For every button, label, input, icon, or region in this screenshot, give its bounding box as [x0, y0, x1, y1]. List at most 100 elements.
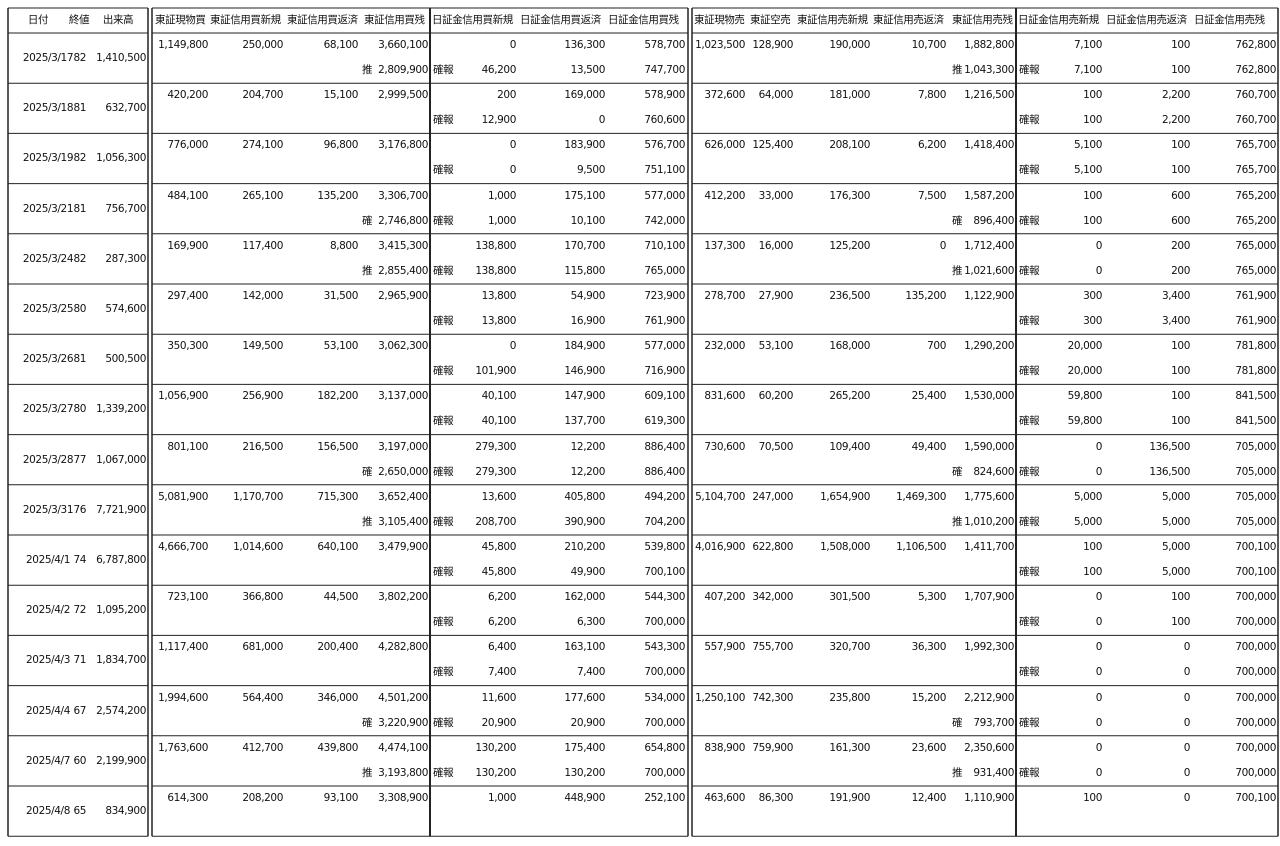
value: 3,220,900: [378, 716, 428, 729]
value: 931,400: [973, 766, 1014, 779]
value: 53,100: [323, 340, 359, 353]
value: 136,300: [564, 39, 605, 51]
note: 確報: [1019, 214, 1040, 227]
value: 136,500: [1149, 440, 1190, 453]
value: 412,700: [242, 741, 283, 754]
value: 841,500: [1235, 390, 1276, 403]
value: 484,100: [167, 189, 208, 202]
value: 6,200: [917, 139, 946, 152]
value: 1,170,700: [233, 490, 283, 503]
note: 確報: [1019, 315, 1040, 327]
note: 確: [952, 214, 963, 227]
column-header: 日証金信用買返済: [520, 14, 601, 26]
value: 0: [1095, 239, 1103, 252]
value: 781,800: [1235, 365, 1276, 378]
value: 705,000: [1235, 490, 1276, 503]
value: 175,100: [564, 189, 605, 202]
volume: 287,300: [105, 252, 146, 265]
value: 6,200: [487, 591, 516, 604]
value: 0: [1183, 641, 1191, 654]
value: 274,100: [242, 139, 283, 152]
value: 5,000: [1161, 490, 1190, 503]
value: 1,994,600: [158, 691, 208, 704]
volume: 7,721,900: [96, 503, 146, 516]
value: 70,500: [758, 440, 794, 453]
close: 81: [73, 102, 86, 115]
volume: 2,199,900: [96, 754, 146, 767]
value: 4,501,200: [378, 691, 428, 704]
value: 761,900: [1235, 290, 1276, 302]
value: 705,000: [1235, 440, 1276, 453]
column-header: 日証金信用買残: [608, 14, 679, 26]
note: 確報: [1019, 465, 1040, 478]
date: 2025/3/31: [22, 503, 74, 516]
value: 1,043,300: [964, 64, 1014, 76]
note: 確報: [433, 616, 454, 629]
value: 162,000: [564, 591, 605, 604]
value: 765,700: [1235, 164, 1276, 177]
note: 確報: [433, 214, 454, 227]
value: 0: [509, 39, 517, 51]
value: 49,400: [911, 440, 947, 453]
value: 1,216,500: [964, 89, 1014, 102]
value: 0: [939, 239, 947, 252]
value: 0: [598, 114, 606, 127]
value: 130,200: [564, 766, 605, 779]
value: 700,100: [1235, 566, 1276, 578]
value: 176,300: [829, 189, 870, 202]
value: 704,200: [644, 515, 685, 528]
value: 7,500: [917, 189, 946, 202]
value: 0: [1183, 741, 1191, 754]
value: 60,200: [758, 390, 794, 403]
value: 163,100: [564, 641, 605, 654]
value: 760,700: [1235, 114, 1276, 127]
value: 210,200: [564, 541, 605, 553]
value: 700,000: [644, 616, 685, 629]
value: 7,400: [487, 666, 516, 679]
value: 600: [1171, 214, 1190, 227]
value: 0: [1183, 792, 1191, 804]
value: 3,400: [1161, 315, 1190, 327]
value: 700,100: [1235, 792, 1276, 804]
volume: 756,700: [105, 202, 146, 215]
value: 135,200: [905, 290, 946, 302]
value: 12,400: [911, 792, 947, 804]
value: 576,700: [644, 139, 685, 152]
value: 755,700: [752, 641, 793, 654]
value: 100: [1171, 591, 1190, 604]
value: 715,300: [317, 490, 358, 503]
date: 2025/4/4: [26, 704, 70, 717]
value: 200: [1171, 239, 1190, 252]
value: 27,900: [758, 290, 794, 302]
value: 100: [1083, 541, 1102, 553]
value: 20,000: [1067, 365, 1103, 378]
value: 614,300: [167, 792, 208, 804]
note: 確報: [1019, 666, 1040, 679]
value: 700,000: [644, 766, 685, 779]
value: 7,400: [576, 666, 605, 679]
volume: 500,500: [105, 353, 146, 366]
value: 622,800: [752, 541, 793, 553]
value: 544,300: [644, 591, 685, 604]
value: 12,200: [570, 465, 606, 478]
value: 2,650,000: [378, 465, 428, 478]
value: 45,800: [481, 541, 517, 553]
value: 700,000: [1235, 641, 1276, 654]
value: 137,300: [704, 239, 745, 252]
date: 2025/3/18: [22, 102, 74, 115]
value: 1,110,900: [964, 792, 1014, 804]
column-header: 東証信用売新規: [797, 14, 868, 26]
note: 確: [952, 465, 963, 478]
value: 6,200: [487, 616, 516, 629]
note: 確報: [433, 264, 454, 277]
value: 5,081,900: [158, 490, 208, 503]
value: 2,999,500: [378, 89, 428, 102]
value: 100: [1083, 89, 1102, 102]
value: 2,965,900: [378, 290, 428, 302]
value: 1,021,600: [964, 264, 1014, 277]
value: 765,700: [1235, 139, 1276, 152]
note: 確報: [433, 164, 454, 177]
value: 1,712,400: [964, 239, 1014, 252]
value: 46,200: [481, 64, 517, 76]
value: 252,100: [644, 792, 685, 804]
